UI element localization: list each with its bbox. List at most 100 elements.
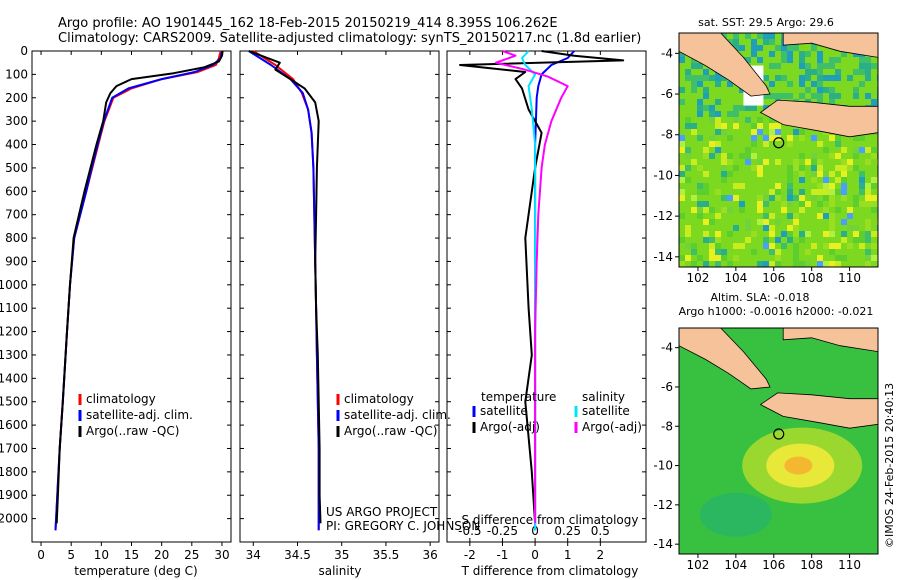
- sla-map-xtick-label: 108: [800, 558, 823, 572]
- sst-cell: [871, 183, 877, 189]
- sst-cell: [769, 51, 775, 57]
- sst-cell: [727, 153, 733, 159]
- sst-cell: [781, 57, 787, 63]
- sst-cell: [703, 75, 709, 81]
- sst-cell: [781, 207, 787, 213]
- sst-cell: [721, 123, 727, 129]
- sst-cell: [865, 261, 871, 267]
- sst-cell: [697, 183, 703, 189]
- sst-cell: [691, 57, 697, 63]
- sst-cell: [709, 243, 715, 249]
- sst-cell: [763, 201, 769, 207]
- sst-map-ytick-label: -6: [661, 87, 673, 101]
- sst-cell: [865, 201, 871, 207]
- sst-cell: [691, 129, 697, 135]
- salinity-frame: [239, 50, 440, 543]
- sst-cell: [793, 219, 799, 225]
- sst-cell: [835, 93, 841, 99]
- sst-cell: [835, 261, 841, 267]
- legend-label: Argo(..raw -QC): [86, 424, 179, 438]
- sst-cell: [721, 255, 727, 261]
- sst-cell: [751, 129, 757, 135]
- sst-cell: [865, 63, 871, 69]
- salinity-xtick-label: 34: [246, 548, 261, 562]
- sst-cell: [715, 213, 721, 219]
- sst-cell: [721, 195, 727, 201]
- sst-cell: [817, 99, 823, 105]
- temperature-series-2: [55, 50, 224, 524]
- sst-cell: [811, 81, 817, 87]
- depth-tick-label: 1900: [0, 488, 28, 502]
- sst-cell: [709, 219, 715, 225]
- sst-cell: [853, 231, 859, 237]
- sst-cell: [721, 177, 727, 183]
- temperature-panel: 0100200300400500600700800900100011001200…: [0, 44, 232, 562]
- sst-cell: [799, 165, 805, 171]
- sst-cell: [703, 261, 709, 267]
- sst-cell: [685, 231, 691, 237]
- sst-cell: [853, 69, 859, 75]
- imos-credit: ©IMOS 24-Feb-2015 20:40:13: [883, 383, 896, 548]
- sst-cell: [727, 111, 733, 117]
- depth-tick-label: 1600: [0, 418, 28, 432]
- sst-cell: [853, 165, 859, 171]
- sst-cell: [757, 165, 763, 171]
- sst-cell: [859, 63, 865, 69]
- sst-cell: [769, 225, 775, 231]
- sst-cell: [709, 207, 715, 213]
- sst-cell: [817, 189, 823, 195]
- sst-cell: [727, 231, 733, 237]
- temperature-series-0: [54, 50, 222, 531]
- sst-cell: [757, 207, 763, 213]
- sst-cell: [817, 213, 823, 219]
- sst-cell: [817, 57, 823, 63]
- sst-cell: [865, 225, 871, 231]
- salinity-xtick-label: 36: [423, 548, 438, 562]
- sst-cell: [805, 69, 811, 75]
- sst-cell: [811, 135, 817, 141]
- land-mass: [782, 328, 878, 353]
- sst-cell: [799, 177, 805, 183]
- sst-map-ytick-label: -8: [661, 128, 673, 142]
- sst-cell: [871, 99, 877, 105]
- sla-map-xtick-label: 106: [762, 558, 785, 572]
- sst-cell: [763, 219, 769, 225]
- sst-cell: [733, 183, 739, 189]
- sst-cell: [715, 243, 721, 249]
- header-line1: Argo profile: AO 1901445_162 18-Feb-2015…: [58, 16, 558, 31]
- legend-label: Argo(..raw -QC): [344, 424, 437, 438]
- sst-cell: [721, 159, 727, 165]
- sst-cell: [871, 147, 877, 153]
- depth-tick-label: 1200: [0, 325, 28, 339]
- sst-cell: [835, 153, 841, 159]
- sst-cell: [859, 81, 865, 87]
- sst-cell: [685, 69, 691, 75]
- sst-cell: [793, 249, 799, 255]
- sst-cell: [751, 153, 757, 159]
- sst-cell: [793, 129, 799, 135]
- sst-cell: [865, 159, 871, 165]
- sst-cell: [685, 147, 691, 153]
- sst-cell: [679, 135, 685, 141]
- sst-cell: [721, 75, 727, 81]
- salinity-diff-tick-label: 0: [531, 524, 539, 538]
- sst-cell: [847, 159, 853, 165]
- sst-cell: [769, 231, 775, 237]
- sst-cell: [769, 189, 775, 195]
- difference-xtick-label: 0: [531, 548, 539, 562]
- sst-cell: [811, 165, 817, 171]
- sst-cell: [841, 183, 847, 189]
- depth-tick-label: 1800: [0, 465, 28, 479]
- sst-cell: [829, 231, 835, 237]
- sst-cell: [817, 159, 823, 165]
- sst-cell: [769, 249, 775, 255]
- sst-cell: [739, 201, 745, 207]
- sst-cell: [805, 159, 811, 165]
- credit-line1: US ARGO PROJECT: [326, 505, 438, 519]
- sst-cell: [751, 165, 757, 171]
- sst-cell: [841, 147, 847, 153]
- difference-series-1: [459, 50, 625, 524]
- sst-cell: [787, 51, 793, 57]
- sst-cell: [679, 51, 685, 57]
- sst-cell: [709, 75, 715, 81]
